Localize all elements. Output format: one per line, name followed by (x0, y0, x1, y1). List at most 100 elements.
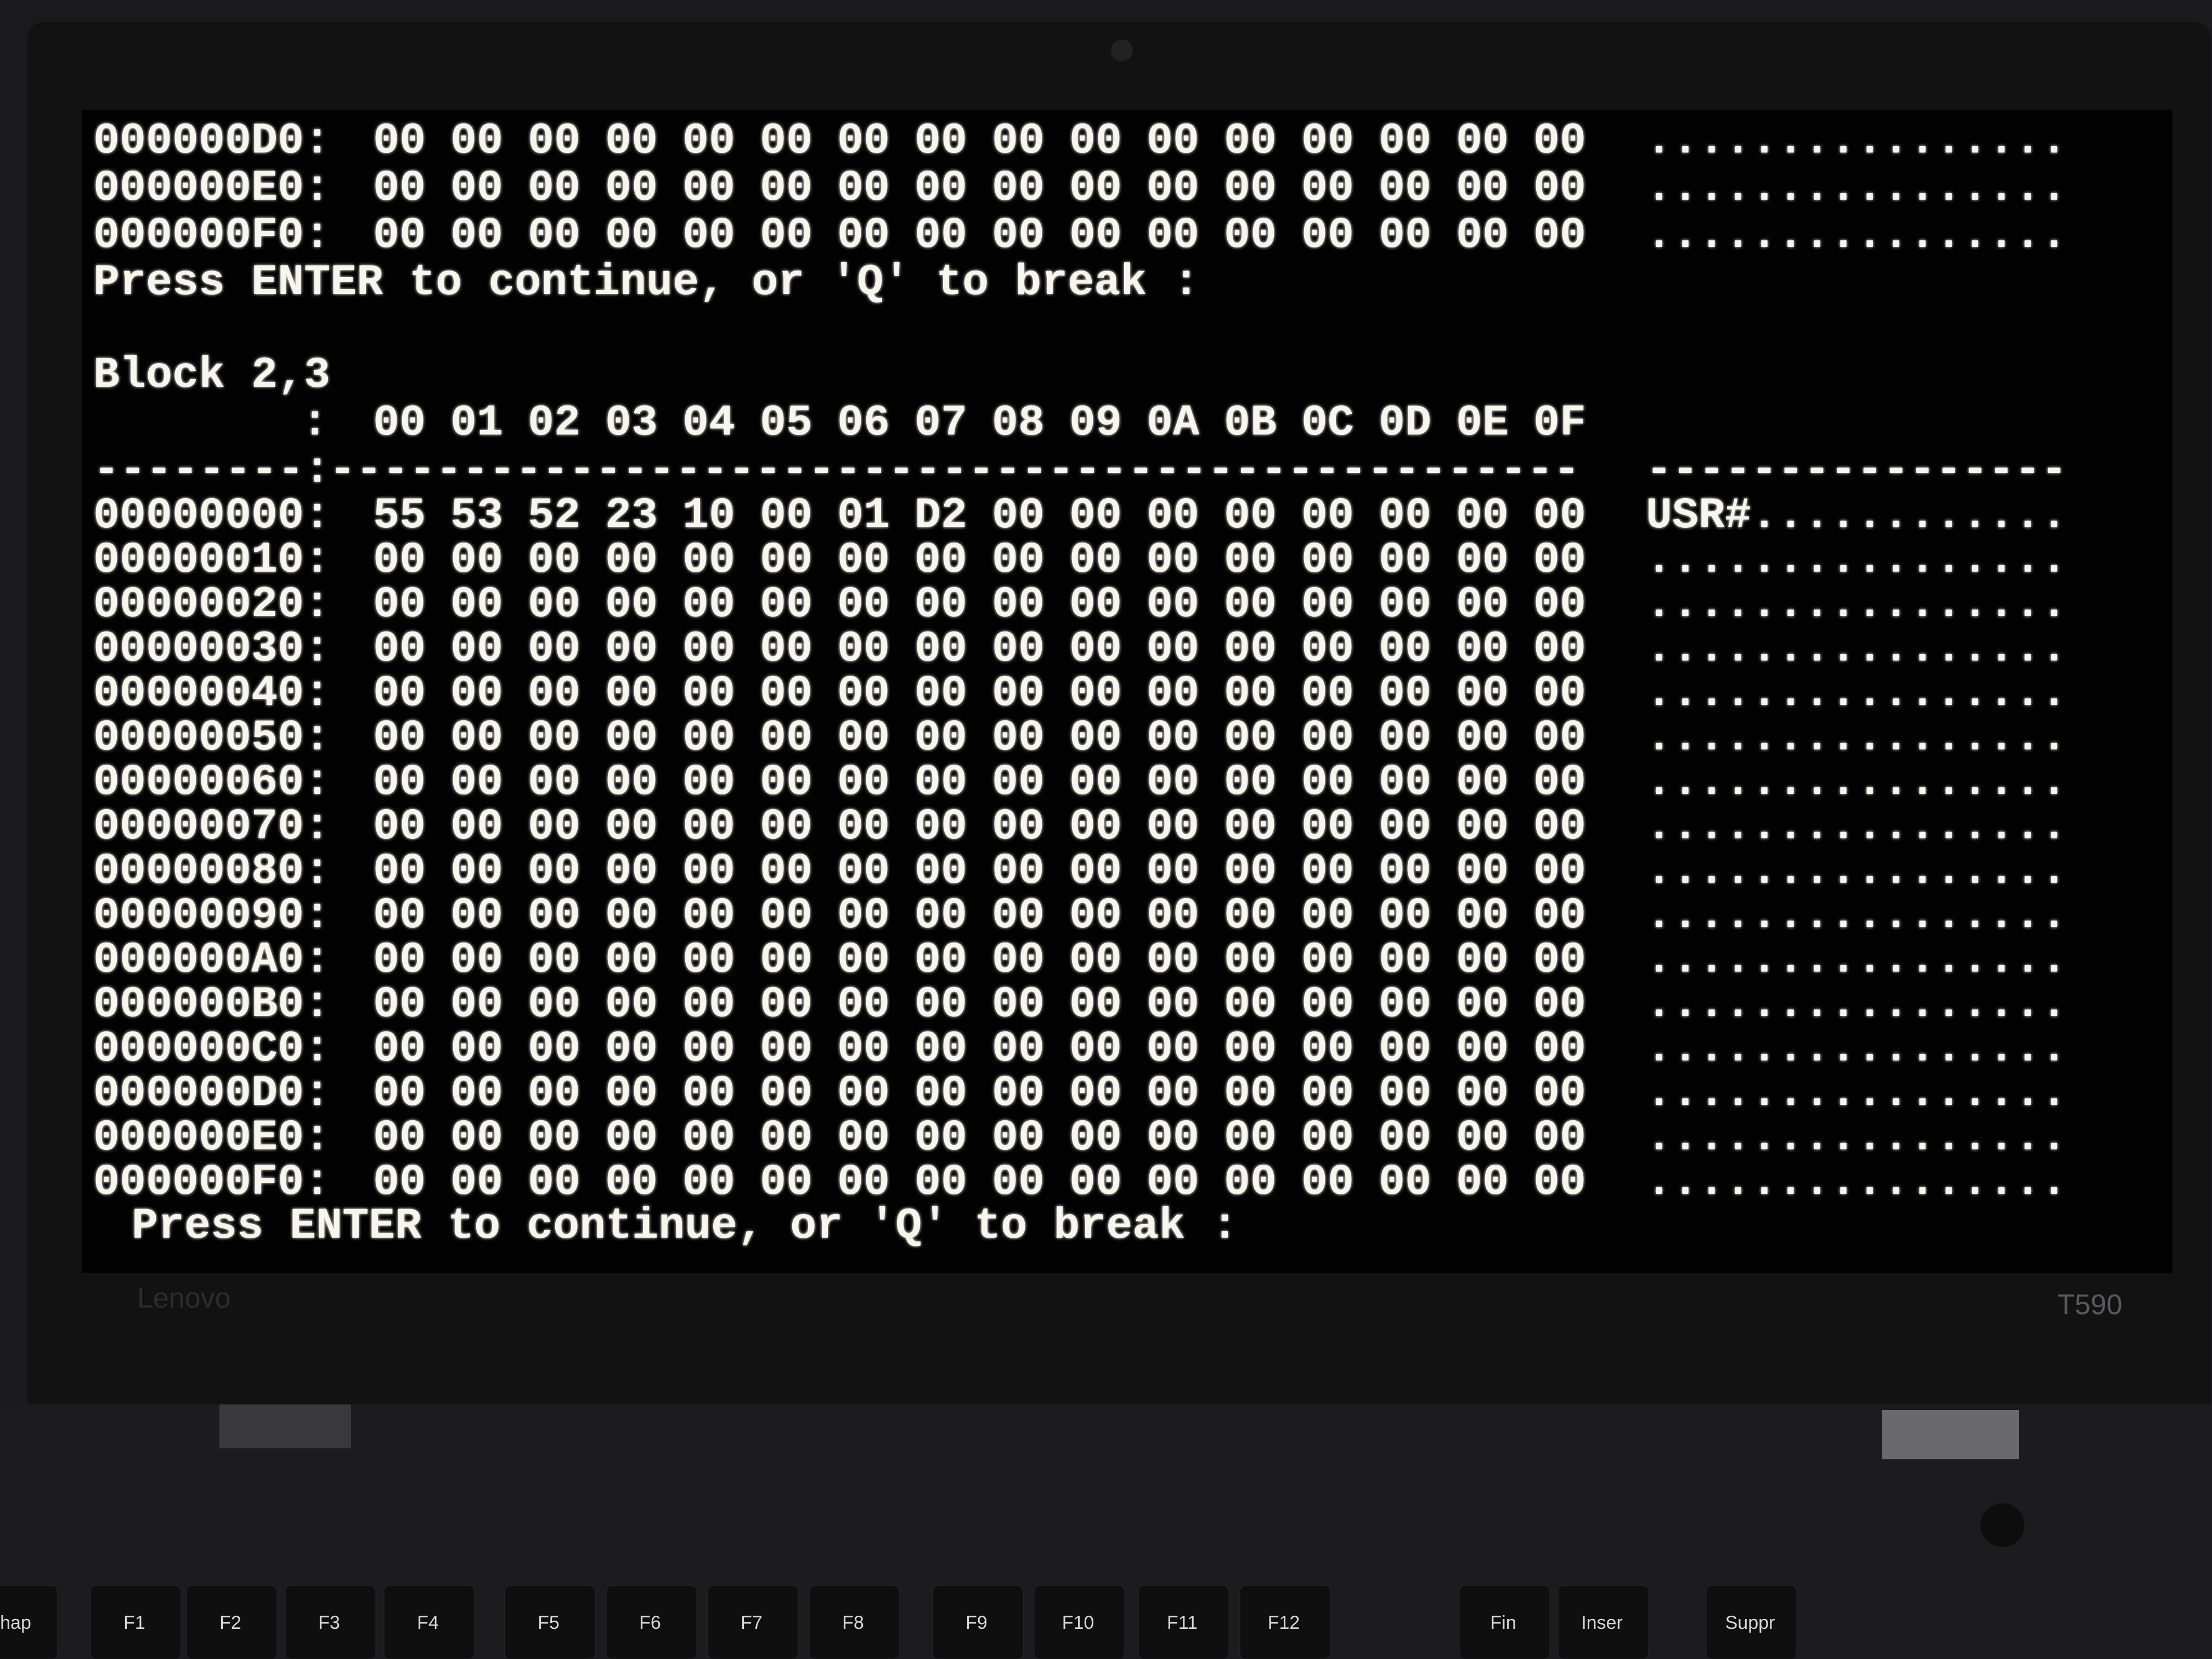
byte: 00 (1147, 758, 1199, 808)
column-header: 0D (1379, 398, 1431, 448)
byte: 00 (837, 535, 890, 585)
byte: 00 (528, 1113, 580, 1163)
byte: 00 (1069, 758, 1122, 808)
byte: 00 (760, 980, 812, 1030)
column-header: 0F (1533, 398, 1586, 448)
byte: 00 (760, 847, 812, 896)
byte: 00 (528, 1024, 580, 1074)
byte: 00 (1224, 935, 1277, 985)
byte: 00 (1456, 669, 1509, 719)
byte: 55 (373, 491, 426, 541)
byte: 00 (682, 669, 735, 719)
terminal: 000000D0: 00 00 00 00 00 00 00 00 00 00 00 00 00 00 00 0… (93, 116, 2067, 1251)
byte: 00 (1533, 163, 1586, 213)
byte: 00 (1224, 713, 1277, 763)
byte: 00 (528, 980, 580, 1030)
byte: 00 (1379, 491, 1431, 541)
separator: ---------------- (1646, 445, 2067, 495)
byte: 00 (605, 535, 658, 585)
byte: 00 (760, 491, 812, 541)
byte: 00 (760, 1069, 812, 1119)
byte: 00 (528, 935, 580, 985)
byte: 53 (450, 491, 503, 541)
byte: 00 (1379, 1069, 1431, 1119)
key (1138, 1585, 1229, 1659)
byte: 00 (1379, 163, 1431, 213)
key-label: Suppr (1725, 1612, 1775, 1633)
byte: D2 (915, 491, 967, 541)
byte: 00 (1456, 1024, 1509, 1074)
byte: 00 (1533, 1024, 1586, 1074)
byte: 00 (682, 980, 735, 1030)
byte: 00 (1069, 1069, 1122, 1119)
byte: 23 (605, 491, 658, 541)
key (90, 1585, 182, 1659)
separator: ----------------------------------------… (329, 445, 1580, 495)
byte: 00 (450, 211, 503, 261)
byte: 00 (1379, 891, 1431, 941)
webcam (1111, 40, 1133, 61)
hinge (1882, 1410, 2019, 1459)
byte: 00 (837, 163, 890, 213)
byte: 00 (1456, 802, 1509, 852)
byte: 00 (1379, 116, 1431, 166)
column-header: 06 (837, 398, 890, 448)
byte: 00 (915, 980, 967, 1030)
byte: 00 (915, 669, 967, 719)
key-label: F3 (318, 1612, 340, 1633)
byte: 00 (528, 802, 580, 852)
ascii: USR#............ (1646, 491, 2067, 541)
key-label: F10 (1062, 1612, 1094, 1633)
byte: 00 (373, 758, 426, 808)
byte: 00 (915, 1069, 967, 1119)
byte: 00 (1301, 163, 1354, 213)
byte: 00 (1069, 535, 1122, 585)
byte: 00 (837, 758, 890, 808)
byte: 00 (1224, 580, 1277, 630)
byte: 00 (682, 1158, 735, 1207)
byte: 00 (760, 535, 812, 585)
byte: 00 (1224, 980, 1277, 1030)
ascii: ................ (1646, 758, 2067, 808)
byte: 00 (528, 624, 580, 674)
byte: 00 (450, 163, 503, 213)
byte: 00 (605, 935, 658, 985)
byte: 00 (1533, 624, 1586, 674)
byte: 00 (1533, 713, 1586, 763)
byte: 00 (1147, 669, 1199, 719)
byte: 00 (992, 624, 1045, 674)
prompt: Press ENTER to continue, or 'Q' to break… (132, 1201, 1238, 1251)
byte: 00 (915, 935, 967, 985)
byte: 00 (605, 891, 658, 941)
key (504, 1585, 596, 1659)
byte: 00 (528, 1069, 580, 1119)
key (932, 1585, 1024, 1659)
byte: 01 (837, 491, 890, 541)
byte: 00 (1069, 1024, 1122, 1074)
byte: 00 (528, 891, 580, 941)
byte: 00 (837, 713, 890, 763)
ascii: ................ (1646, 847, 2067, 896)
byte: 00 (837, 1158, 890, 1207)
byte: 00 (1456, 535, 1509, 585)
ascii: ................ (1646, 980, 2067, 1030)
byte: 00 (760, 1158, 812, 1207)
byte: 00 (1147, 580, 1199, 630)
byte: 00 (682, 847, 735, 896)
byte: 00 (1147, 802, 1199, 852)
byte: 00 (760, 935, 812, 985)
byte: 00 (915, 211, 967, 261)
key (707, 1585, 799, 1659)
byte: 00 (682, 116, 735, 166)
address: 000000C0: (93, 1024, 330, 1074)
byte: 00 (373, 1158, 426, 1207)
byte: 00 (1379, 980, 1431, 1030)
column-header: 04 (682, 398, 735, 448)
byte: 00 (1147, 1158, 1199, 1207)
address: 000000D0: (93, 116, 330, 166)
byte: 00 (992, 1113, 1045, 1163)
byte: 00 (605, 624, 658, 674)
byte: 00 (1379, 580, 1431, 630)
byte: 00 (450, 935, 503, 985)
